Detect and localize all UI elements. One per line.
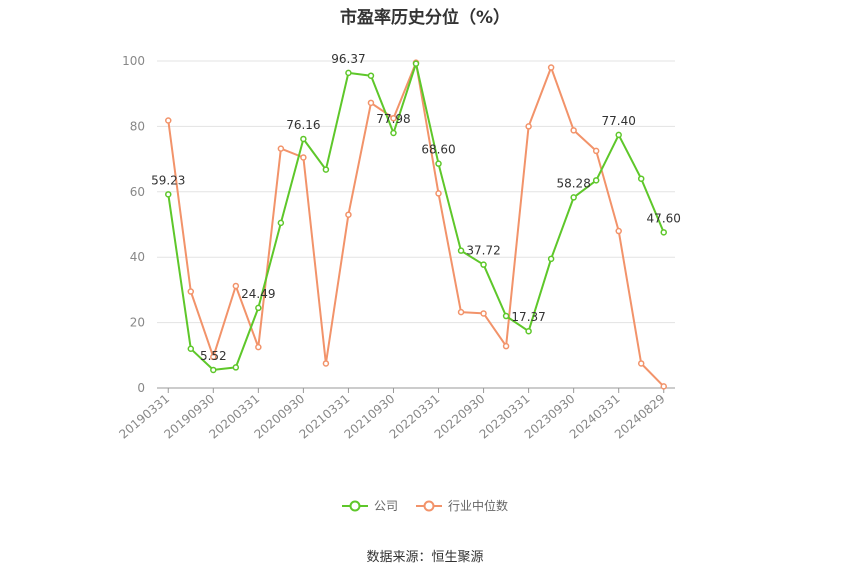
series-line [167, 61, 665, 388]
data-point [435, 190, 442, 197]
data-labels: 59.23 5.52 24.49 76.16 96.37 77.98 68.60 37.72 1… [151, 52, 681, 363]
data-label: 5.52 [200, 349, 227, 363]
data-point [277, 219, 285, 227]
data-point [187, 345, 195, 353]
data-point [502, 342, 510, 350]
data-point [525, 327, 532, 335]
legend-label: 行业中位数 [448, 499, 509, 513]
data-point [615, 131, 622, 139]
data-label: 76.16 [286, 118, 320, 132]
data-label: 96.37 [331, 52, 365, 66]
data-point [592, 147, 600, 155]
legend-swatch-icon [341, 500, 368, 511]
y-tick-label: 20 [130, 316, 145, 330]
data-point [525, 123, 532, 130]
source-note: 数据来源：恒生聚源 [366, 550, 484, 565]
legend: 公司 行业中位数 [0, 497, 850, 514]
data-point [277, 145, 285, 152]
y-tick-label: 60 [130, 185, 145, 199]
data-point [300, 135, 307, 143]
data-point [457, 308, 465, 316]
data-point [570, 127, 577, 134]
data-label: 77.40 [602, 114, 636, 128]
data-point [210, 353, 217, 361]
legend-item[interactable]: 行业中位数 [416, 497, 508, 514]
legend-item[interactable]: 公司 [341, 497, 398, 514]
data-label: 24.49 [241, 287, 275, 301]
data-point [637, 360, 645, 367]
data-point [637, 175, 645, 182]
x-tick-label: 20240829 [612, 392, 668, 442]
data-point [345, 69, 352, 77]
data-point [210, 366, 217, 374]
data-point [660, 229, 667, 236]
y-tick-label: 100 [122, 54, 145, 68]
data-point [457, 247, 465, 254]
legend-label: 公司 [373, 499, 398, 513]
data-point [412, 60, 420, 67]
data-point [255, 343, 262, 351]
data-point [255, 304, 262, 312]
data-point [547, 255, 555, 263]
data-point [232, 282, 240, 290]
legend-swatch-icon [416, 500, 442, 511]
y-tick-label: 0 [137, 381, 145, 395]
data-point [367, 99, 375, 107]
series-line [167, 62, 665, 371]
data-point [300, 154, 307, 161]
data-point [165, 191, 172, 198]
data-point [322, 360, 330, 367]
data-point [592, 177, 600, 184]
data-point [390, 114, 397, 122]
data-point [390, 129, 397, 137]
data-point [480, 261, 487, 268]
data-label: 77.98 [376, 112, 410, 126]
data-point [187, 288, 195, 295]
data-label: 47.60 [647, 211, 681, 225]
data-point [345, 211, 352, 218]
chart-title: 市盈率历史分位（%） [339, 8, 511, 28]
data-point [480, 310, 487, 317]
y-tick-label: 80 [130, 119, 145, 133]
data-point [660, 383, 667, 390]
data-point [232, 364, 240, 371]
data-label: 68.60 [421, 143, 455, 157]
data-point [435, 160, 442, 167]
series-lines [165, 59, 667, 390]
data-point [165, 117, 172, 124]
data-label: 58.28 [556, 176, 590, 190]
data-point [367, 72, 375, 79]
data-point [570, 194, 577, 201]
data-point [502, 312, 510, 320]
data-label: 37.72 [466, 244, 500, 258]
data-label: 17.37 [511, 310, 545, 324]
data-point [322, 166, 330, 173]
data-label: 59.23 [151, 173, 185, 187]
data-point [547, 64, 555, 71]
y-tick-label: 40 [130, 250, 145, 264]
data-point [615, 227, 622, 235]
